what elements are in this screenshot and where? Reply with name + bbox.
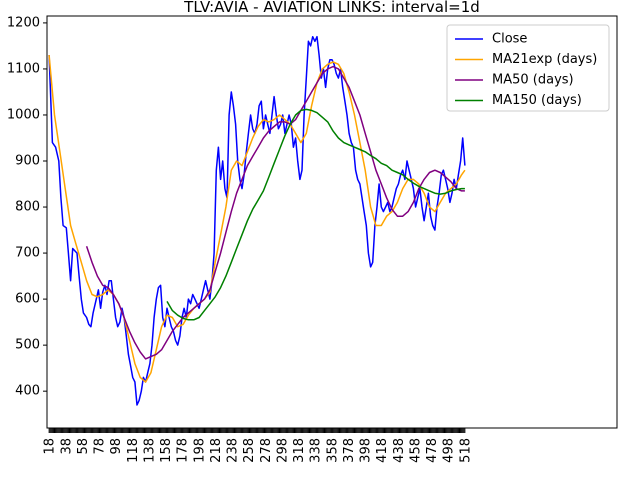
x-tick-label: 438	[392, 438, 407, 463]
x-tick-label: 138	[142, 438, 157, 463]
x-tick-label: 18	[43, 438, 58, 455]
x-tick-label: 458	[409, 438, 424, 463]
chart-title: TLV:AVIA - AVIATION LINKS: interval=1d	[183, 0, 480, 16]
x-tick-label: 398	[359, 438, 374, 463]
x-tick-label: 338	[309, 438, 324, 463]
legend-label: Close	[492, 32, 527, 47]
x-tick-label: 158	[159, 438, 174, 463]
y-axis: 400 500 600 700 800 900 1000 1100 1200	[7, 15, 47, 399]
y-tick-label: 1200	[7, 15, 40, 30]
x-tick-label: 318	[292, 438, 307, 463]
x-tick-label: 258	[242, 438, 257, 463]
y-tick-label: 400	[15, 384, 40, 399]
series-line-2	[85, 65, 465, 360]
y-tick-label: 800	[15, 200, 40, 215]
x-axis: 18 38 58 78 98 118 138 158 178 198 218 238 258 278 298…	[43, 438, 474, 463]
legend-label: MA21exp (days)	[492, 52, 597, 67]
legend-label: MA50 (days)	[492, 73, 574, 88]
series-line-0	[48, 35, 466, 406]
y-tick-label: 1100	[7, 61, 40, 76]
plot-frame	[46, 15, 618, 429]
x-tick-label: 238	[226, 438, 241, 463]
y-tick-label: 600	[15, 292, 40, 307]
x-tick-label: 218	[209, 438, 224, 463]
legend-box	[446, 24, 610, 112]
series-line-3	[166, 108, 465, 321]
x-tick-label: 178	[176, 438, 191, 463]
x-tick-label: 478	[425, 438, 440, 463]
x-tick-label: 78	[93, 438, 108, 455]
x-tick-label: 378	[342, 438, 357, 463]
x-tick-label: 38	[59, 438, 74, 455]
x-tick-label: 498	[442, 438, 457, 463]
y-tick-label: 1000	[7, 107, 40, 122]
y-tick-label: 500	[15, 338, 40, 353]
y-tick-label: 900	[15, 154, 40, 169]
plot-lines	[48, 35, 466, 406]
y-tick-label: 700	[15, 246, 40, 261]
x-tick-label: 298	[275, 438, 290, 463]
legend-label: MA150 (days)	[492, 93, 582, 108]
x-tick-label: 58	[76, 438, 91, 455]
x-tick-label: 358	[325, 438, 340, 463]
x-tick-label: 198	[192, 438, 207, 463]
x-tick-label: 98	[109, 438, 124, 455]
series-line-1	[48, 55, 466, 383]
x-minor-ticks	[48, 428, 466, 433]
x-tick-label: 278	[259, 438, 274, 463]
legend: Close MA21exp (days) MA50 (days) MA150 (day…	[446, 24, 610, 112]
x-tick-label: 418	[375, 438, 390, 463]
x-tick-label: 518	[458, 438, 473, 463]
x-tick-label: 118	[126, 438, 141, 463]
